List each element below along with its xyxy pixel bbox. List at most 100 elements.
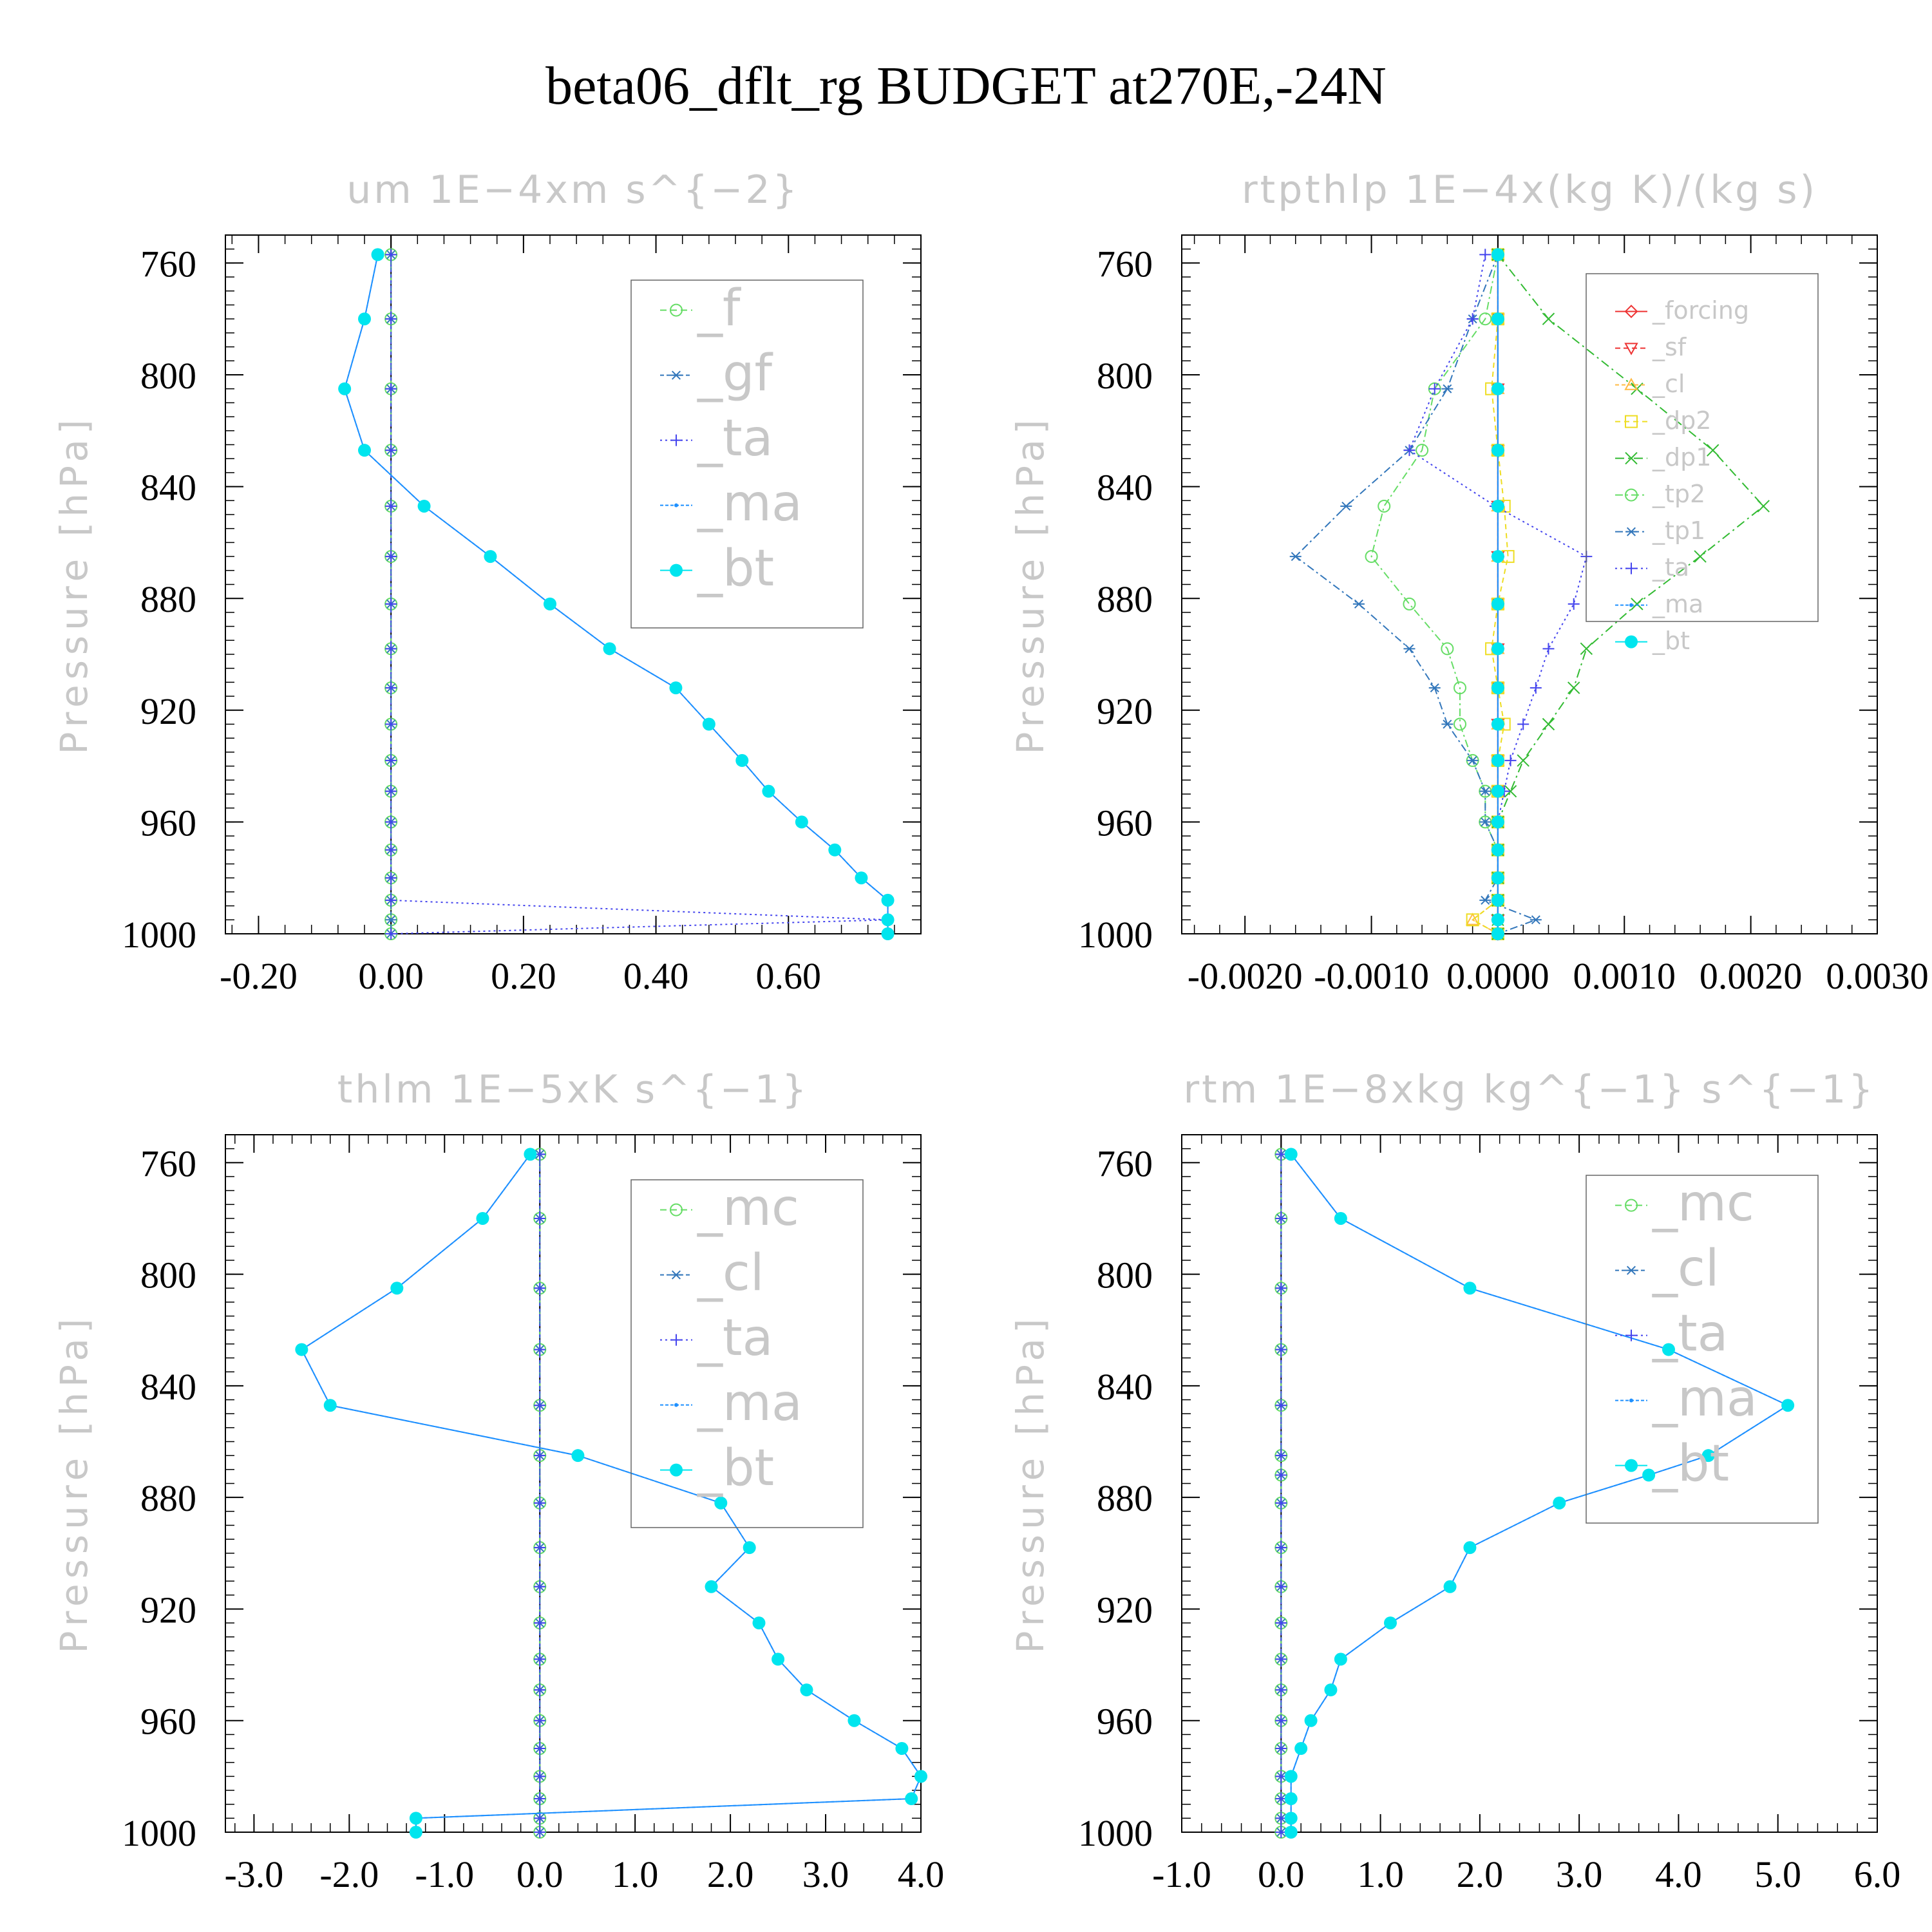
data-point-ta	[1567, 598, 1580, 610]
data-point-bt	[1384, 1616, 1397, 1630]
data-point-ta	[534, 1812, 546, 1824]
plot-frame	[225, 1134, 922, 1833]
data-point-bt	[743, 1541, 756, 1555]
x-tick-label: 0.0	[516, 1853, 564, 1895]
data-point-bt	[752, 1616, 766, 1630]
data-point-ta	[1275, 1343, 1287, 1356]
series-line-ma	[344, 254, 889, 934]
data-point-bt	[735, 753, 749, 767]
legend-marker	[1624, 377, 1638, 390]
data-point-bt	[1284, 1792, 1298, 1806]
data-point-dp2	[1466, 913, 1479, 927]
legend-label: _forcing	[1652, 296, 1749, 325]
y-tick-label: 760	[1097, 243, 1153, 285]
data-point-ta	[385, 894, 397, 906]
series-line-bt	[301, 1153, 922, 1832]
y-tick-label: 800	[140, 355, 196, 397]
data-point-ta	[385, 754, 397, 766]
data-point-bt	[714, 1496, 728, 1510]
data-point-bt	[323, 1399, 337, 1412]
data-point-tp1	[1340, 501, 1352, 511]
data-point-bt	[772, 1653, 785, 1666]
data-point-ta	[534, 1212, 546, 1224]
data-point-bt	[1491, 312, 1504, 326]
x-tick-label: -0.0020	[1188, 955, 1303, 997]
data-point-bt	[417, 499, 431, 513]
data-point-bt	[1491, 681, 1504, 695]
data-point-ta	[1504, 754, 1517, 766]
legend-label: _gf	[697, 345, 773, 402]
data-point-bt	[1701, 1449, 1715, 1463]
data-point-ta	[534, 1826, 546, 1838]
data-point-tp1	[1479, 895, 1492, 905]
data-point-bt	[338, 382, 352, 395]
legend-marker	[674, 503, 678, 507]
legend-label: _ma	[1652, 590, 1703, 618]
legend-marker	[1624, 343, 1638, 355]
x-tick-label: 1.0	[612, 1853, 659, 1895]
legend-marker	[1625, 635, 1638, 649]
data-point-bt	[855, 871, 868, 885]
data-point-ta	[534, 1743, 546, 1755]
legend-label: _mc	[1652, 1175, 1754, 1233]
legend-label: _sf	[1652, 333, 1687, 361]
legend-marker	[1624, 305, 1638, 319]
data-point-bt	[603, 642, 616, 656]
data-point-bt	[1304, 1714, 1318, 1727]
legend-label: _cl	[1652, 370, 1685, 398]
data-point-bt	[905, 1792, 918, 1806]
data-point-ta	[1275, 1212, 1287, 1224]
data-point-ta	[385, 816, 397, 828]
data-point-tp1	[1441, 384, 1454, 393]
data-point-ta	[1275, 1399, 1287, 1412]
x-tick-label: 0.60	[756, 955, 822, 997]
data-point-ta	[385, 383, 397, 395]
chart-title: rtm 1E−8xkg kg^{−1} s^{−1}	[1184, 1067, 1876, 1112]
data-point-ta	[385, 500, 397, 512]
data-point-tp1	[1352, 599, 1365, 609]
y-tick-label: 1000	[122, 1812, 196, 1854]
data-point-tp1	[1530, 915, 1542, 925]
data-point-ta	[534, 1653, 546, 1665]
data-point-ta	[385, 444, 397, 457]
data-point-bt	[358, 312, 371, 326]
data-point-ta	[385, 872, 397, 884]
data-point-bt	[371, 248, 384, 261]
x-tick-label: 4.0	[1655, 1853, 1702, 1895]
data-point-bt	[1491, 248, 1504, 261]
data-point-dp1	[1580, 642, 1593, 656]
y-tick-label: 840	[1097, 467, 1153, 509]
y-tick-label: 880	[140, 1477, 196, 1519]
data-point-ta	[1403, 444, 1416, 457]
legend-label: _ta	[1652, 1305, 1728, 1363]
y-tick-label: 760	[1097, 1142, 1153, 1184]
x-tick-label: 0.20	[491, 955, 556, 997]
chart-panel-1: -0.20 0.00 0.20 0.40 0.60 760 800 840 880 920 960 1…	[52, 167, 922, 997]
data-point-bt	[828, 843, 842, 857]
x-tick-label: 0.00	[358, 955, 424, 997]
y-tick-label: 1000	[122, 914, 196, 956]
data-point-ta	[1275, 1653, 1287, 1665]
legend-marker	[1625, 488, 1638, 502]
data-point-dp1	[1567, 681, 1580, 694]
data-point-bt	[358, 444, 371, 457]
data-point-bt	[881, 913, 895, 927]
legend-marker	[1625, 451, 1638, 465]
data-point-ta	[1530, 682, 1542, 694]
data-point-ta	[1275, 1684, 1287, 1696]
x-tick-label: -0.20	[220, 955, 298, 997]
y-tick-label: 880	[140, 578, 196, 620]
data-point-ta	[385, 785, 397, 797]
y-tick-label: 1000	[1078, 1812, 1153, 1854]
x-tick-label: 2.0	[1457, 1853, 1504, 1895]
data-point-dp1	[1542, 312, 1555, 325]
legend-box	[630, 279, 864, 629]
legend-marker	[670, 370, 682, 380]
data-point-ta	[385, 928, 397, 940]
legend-marker	[674, 1403, 678, 1407]
data-point-bt	[1334, 1653, 1347, 1666]
data-point-ta	[385, 598, 397, 610]
data-point-tp2	[1454, 681, 1466, 695]
chart-title: um 1E−4xm s^{−2}	[346, 167, 799, 213]
